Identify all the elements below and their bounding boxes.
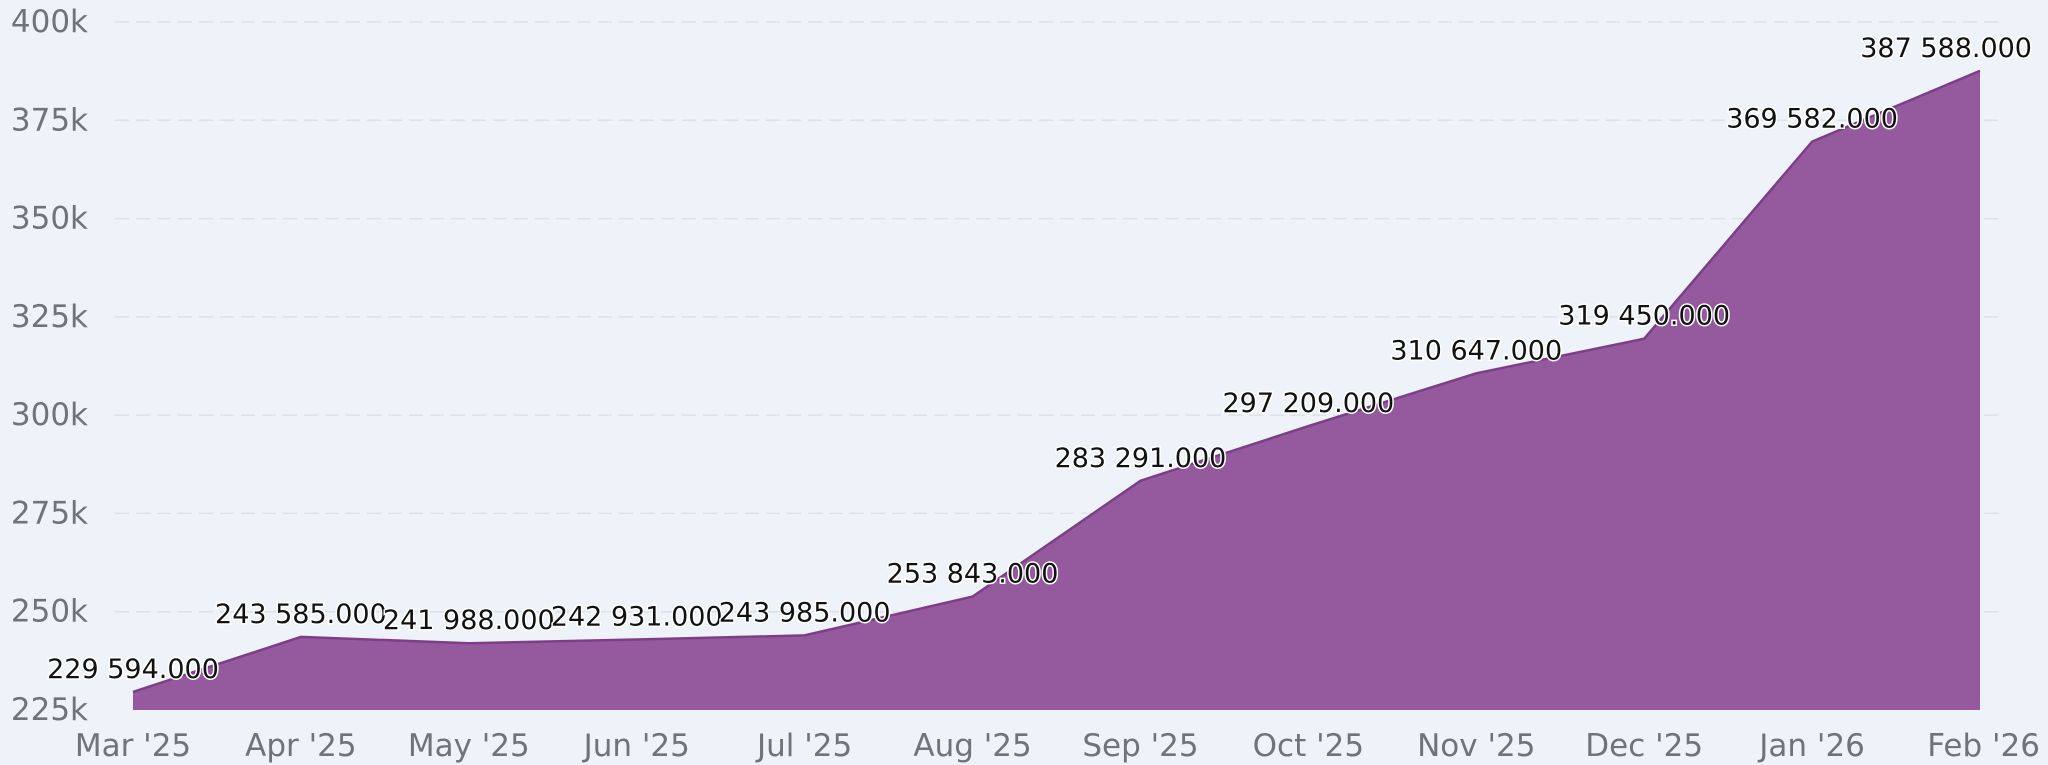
data-label: 253 843.000	[887, 559, 1059, 590]
x-axis-ticks: Mar '25 Apr '25 May '25 Jun '25 Jul '25 Aug '…	[75, 728, 2040, 764]
area-fill	[133, 70, 1980, 711]
x-tick-label: Dec '25	[1585, 728, 1703, 764]
x-tick-label: Sep '25	[1082, 728, 1198, 764]
y-tick-label: 300k	[11, 397, 88, 433]
x-tick-label: Feb '26	[1927, 728, 2040, 764]
area-line	[132, 69, 1981, 694]
y-tick-label: 275k	[11, 495, 88, 531]
x-tick-label: May '25	[408, 728, 530, 764]
data-label: 243 585.000	[215, 599, 387, 630]
x-tick-label: Jul '25	[755, 728, 852, 764]
data-label: 319 450.000	[1558, 301, 1730, 332]
x-tick-label: Aug '25	[913, 728, 1031, 764]
data-label: 369 582.000	[1726, 104, 1898, 135]
data-label: 242 931.000	[551, 602, 723, 633]
x-tick-label: Jan '26	[1757, 728, 1865, 764]
data-label: 283 291.000	[1055, 443, 1227, 474]
y-tick-label: 250k	[11, 594, 88, 630]
data-label: 241 988.000	[383, 605, 555, 636]
data-label: 243 985.000	[719, 597, 891, 628]
y-tick-label: 400k	[11, 4, 88, 40]
y-axis-ticks: 225k 250k 275k 300k 325k 350k 375k 400k	[11, 4, 88, 728]
x-tick-label: Nov '25	[1417, 728, 1535, 764]
y-tick-label: 350k	[11, 201, 88, 237]
y-tick-label: 375k	[11, 102, 88, 138]
x-tick-label: Apr '25	[245, 728, 356, 764]
y-tick-label: 325k	[11, 299, 88, 335]
data-label: 297 209.000	[1222, 388, 1394, 419]
x-tick-label: Oct '25	[1253, 728, 1364, 764]
y-tick-label: 225k	[11, 692, 88, 728]
data-label: 310 647.000	[1390, 335, 1562, 366]
data-label: 387 588.000	[1860, 33, 2032, 64]
x-tick-label: Jun '25	[582, 728, 690, 764]
area-series	[132, 69, 1981, 711]
x-tick-label: Mar '25	[75, 728, 191, 764]
data-label: 229 594.000	[47, 654, 219, 685]
